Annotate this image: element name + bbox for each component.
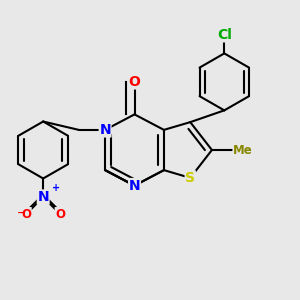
Text: Cl: Cl	[217, 28, 232, 42]
Text: N: N	[38, 190, 49, 204]
Text: N: N	[99, 123, 111, 137]
Text: +: +	[52, 184, 61, 194]
Text: N: N	[129, 178, 140, 193]
Text: S: S	[185, 171, 195, 185]
Text: O: O	[21, 208, 31, 220]
Text: −: −	[17, 208, 26, 218]
Text: O: O	[129, 75, 140, 89]
Text: O: O	[55, 208, 65, 220]
Text: Me: Me	[233, 143, 253, 157]
